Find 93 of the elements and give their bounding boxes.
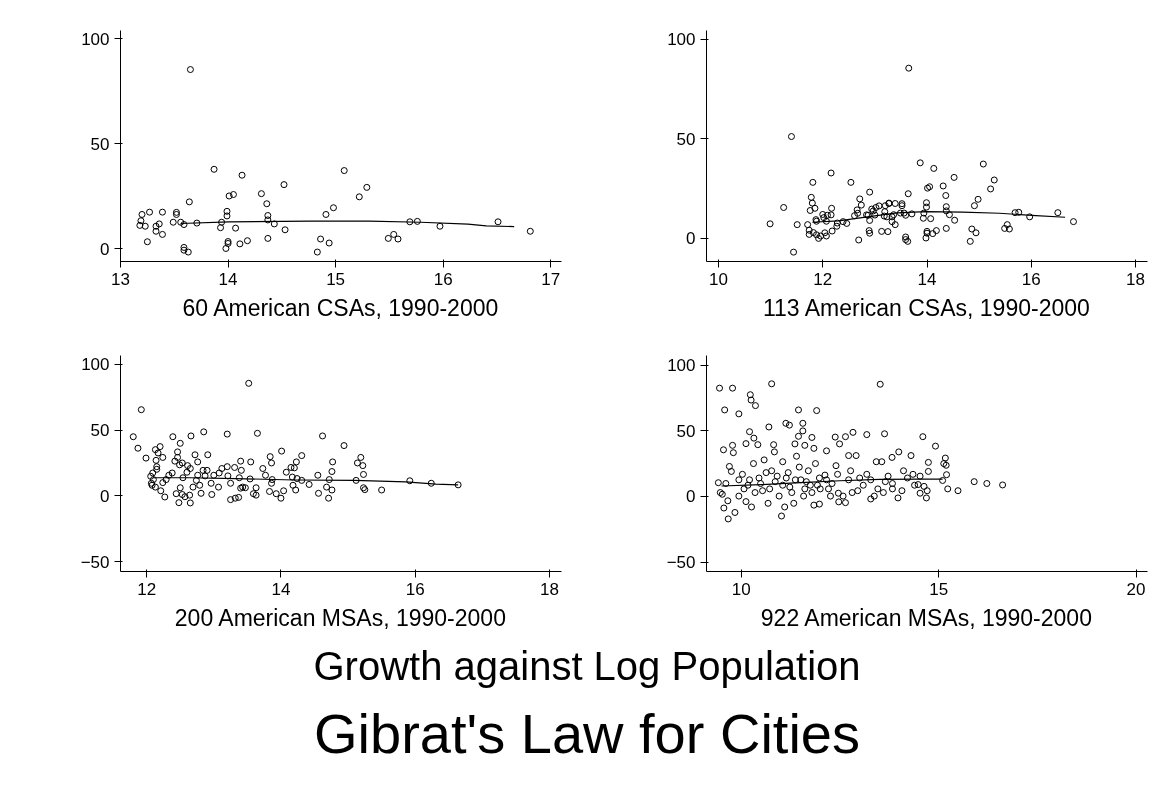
point [152, 222, 160, 230]
text: Gibrat's Law for Cities [314, 701, 860, 765]
point [169, 218, 177, 226]
point [238, 171, 246, 179]
point [363, 183, 371, 191]
point [223, 207, 231, 215]
y-tick-label: 0 [100, 239, 110, 259]
x-tick-label: 10 [709, 269, 728, 289]
point [264, 234, 272, 242]
point [138, 210, 146, 218]
x-tick-label: 18 [1126, 269, 1145, 289]
text: 60 American CSAs, 1990-2000 [182, 294, 499, 321]
y-tick-label: −50 [80, 552, 110, 572]
x-tick-label: 12 [137, 579, 157, 599]
x-tick-label: 16 [405, 579, 425, 599]
point [340, 167, 348, 175]
point [243, 237, 251, 245]
point [526, 227, 534, 235]
point [225, 192, 233, 200]
y-tick-label: 50 [676, 421, 696, 441]
y-tick-label: 0 [686, 487, 696, 507]
y-tick-label: 100 [667, 356, 696, 376]
point [218, 218, 226, 226]
point [193, 219, 201, 227]
point [184, 248, 192, 256]
point [313, 248, 321, 256]
y-tick-label: 0 [686, 229, 696, 249]
text: 922 American MSAs, 1990-2000 [760, 604, 1092, 631]
point [223, 212, 231, 220]
y-tick-label: 100 [81, 355, 110, 375]
y-tick-label: 100 [81, 29, 110, 49]
point [232, 224, 240, 232]
x-tick-label: 16 [433, 269, 453, 289]
x-tick-label: 16 [1021, 269, 1041, 289]
point [177, 218, 185, 226]
text: Growth against Log Population [313, 643, 861, 688]
point [322, 210, 330, 218]
point [264, 216, 272, 224]
x-tick-label: 18 [539, 579, 559, 599]
x-tick-label: 14 [218, 269, 238, 289]
point [436, 222, 444, 230]
point [185, 198, 193, 206]
point [355, 193, 363, 201]
x-tick-label: 13 [111, 269, 130, 289]
point [217, 224, 225, 232]
point [270, 220, 278, 228]
point [155, 220, 163, 228]
point [390, 230, 398, 238]
y-tick-label: 50 [676, 129, 696, 149]
x-tick-label: 12 [813, 269, 833, 289]
point [406, 218, 414, 226]
point [137, 217, 145, 225]
point [257, 190, 265, 198]
point [494, 218, 502, 226]
point [325, 239, 333, 247]
x-tick-label: 15 [326, 269, 346, 289]
x-tick-label: 17 [541, 269, 561, 289]
point [158, 230, 166, 238]
point [180, 246, 188, 254]
x-tick-label: 20 [1126, 579, 1146, 599]
x-tick-label: 10 [731, 579, 751, 599]
point [158, 208, 166, 216]
point [317, 235, 325, 243]
point [280, 181, 288, 189]
point [186, 66, 194, 74]
text: 113 American CSAs, 1990-2000 [762, 294, 1090, 321]
point [136, 221, 144, 229]
point [264, 212, 272, 219]
point [146, 208, 154, 216]
point [143, 238, 151, 246]
point [222, 244, 230, 252]
point [281, 226, 289, 234]
point [180, 243, 188, 251]
point [180, 221, 188, 229]
x-tick-label: 15 [929, 579, 949, 599]
point [384, 234, 392, 242]
y-tick-label: 0 [100, 486, 110, 506]
y-tick-label: 100 [667, 30, 696, 50]
point [141, 222, 149, 230]
point [413, 217, 421, 225]
y-tick-label: 50 [90, 421, 110, 441]
point [329, 204, 337, 212]
y-tick-label: −50 [666, 553, 696, 573]
point [394, 235, 402, 243]
point [152, 227, 160, 235]
point [210, 165, 218, 173]
point [229, 191, 237, 198]
x-tick-label: 14 [271, 579, 291, 599]
y-tick-label: 50 [90, 134, 110, 154]
text: 200 American MSAs, 1990-2000 [174, 604, 506, 631]
point [263, 200, 271, 208]
point [236, 240, 244, 248]
x-tick-label: 14 [917, 269, 937, 289]
